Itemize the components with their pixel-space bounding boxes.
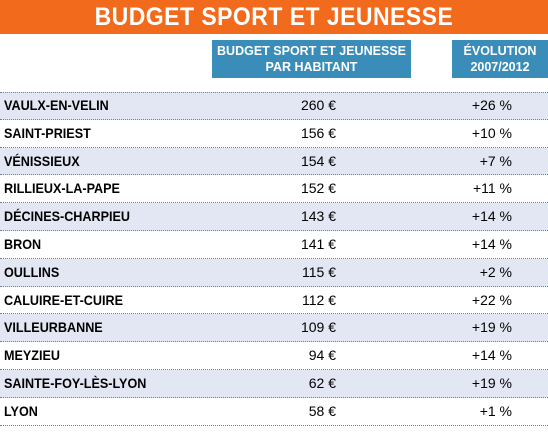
city-name: SAINT-PRIEST bbox=[4, 124, 91, 141]
table-body: VAULX-EN-VELIN 260 € +26 % SAINT-PRIEST 156 … bbox=[0, 92, 548, 426]
table-row: VAULX-EN-VELIN 260 € +26 % bbox=[0, 92, 548, 120]
city-name: VÉNISSIEUX bbox=[4, 152, 80, 169]
table-row: DÉCINES-CHARPIEU 143 € +14 % bbox=[0, 203, 548, 231]
budget-per-inhabitant: 143 € bbox=[300, 208, 336, 225]
table-row: MEYZIEU 94 € +14 % bbox=[0, 342, 548, 370]
city-name: CALUIRE-ET-CUIRE bbox=[4, 291, 124, 308]
city-name: MEYZIEU bbox=[4, 347, 61, 364]
evolution-value: +26 % bbox=[471, 97, 512, 113]
table-row: OULLINS 115 € +2 % bbox=[0, 258, 548, 287]
evolution-value: +1 % bbox=[479, 402, 512, 419]
city-name: LYON bbox=[4, 402, 38, 419]
city-name: OULLINS bbox=[4, 263, 60, 280]
evolution-value: +19 % bbox=[471, 374, 512, 391]
budget-per-inhabitant: 260 € bbox=[300, 97, 336, 113]
evolution-value: +19 % bbox=[471, 319, 512, 336]
budget-per-inhabitant: 109 € bbox=[300, 319, 336, 336]
budget-per-inhabitant: 94 € bbox=[308, 347, 336, 364]
table-title: BUDGET SPORT ET JEUNESSE bbox=[94, 2, 454, 31]
evolution-value: +10 % bbox=[471, 124, 512, 141]
title-bar: BUDGET SPORT ET JEUNESSE bbox=[0, 0, 548, 34]
table-row: VÉNISSIEUX 154 € +7 % bbox=[0, 147, 548, 176]
evolution-value: +14 % bbox=[471, 208, 512, 225]
evolution-value: +2 % bbox=[479, 263, 512, 280]
city-name: BRON bbox=[4, 235, 42, 252]
table-row: SAINTE-FOY-LÈS-LYON 62 € +19 % bbox=[0, 369, 548, 398]
city-name: VAULX-EN-VELIN bbox=[4, 97, 109, 113]
column-header-budget: BUDGET SPORT ET JEUNESSE PAR HABITANT bbox=[212, 40, 411, 78]
budget-per-inhabitant: 152 € bbox=[300, 180, 336, 197]
budget-per-inhabitant: 62 € bbox=[308, 374, 336, 391]
evolution-value: +22 % bbox=[471, 291, 512, 308]
evolution-value: +14 % bbox=[471, 347, 512, 364]
budget-per-inhabitant: 156 € bbox=[300, 124, 336, 141]
evolution-value: +14 % bbox=[471, 235, 512, 252]
table-row: RILLIEUX-LA-PAPE 152 € +11 % bbox=[0, 175, 548, 203]
budget-per-inhabitant: 115 € bbox=[302, 263, 336, 280]
budget-per-inhabitant: 112 € bbox=[302, 291, 336, 308]
city-name: RILLIEUX-LA-PAPE bbox=[4, 180, 120, 197]
table-row: CALUIRE-ET-CUIRE 112 € +22 % bbox=[0, 287, 548, 315]
budget-per-inhabitant: 141 € bbox=[300, 235, 336, 252]
city-name: DÉCINES-CHARPIEU bbox=[4, 208, 131, 225]
table-row: LYON 58 € +1 % bbox=[0, 398, 548, 426]
budget-per-inhabitant: 58 € bbox=[308, 402, 336, 419]
city-name: VILLEURBANNE bbox=[4, 319, 103, 336]
table-row: BRON 141 € +14 % bbox=[0, 231, 548, 259]
table-row: VILLEURBANNE 109 € +19 % bbox=[0, 314, 548, 343]
city-name: SAINTE-FOY-LÈS-LYON bbox=[4, 374, 147, 391]
budget-per-inhabitant: 154 € bbox=[300, 152, 336, 169]
evolution-value: +7 % bbox=[479, 152, 512, 169]
table-row: SAINT-PRIEST 156 € +10 % bbox=[0, 120, 548, 148]
column-header-evolution: ÉVOLUTION 2007/2012 bbox=[452, 40, 548, 78]
evolution-value: +11 % bbox=[472, 180, 512, 197]
